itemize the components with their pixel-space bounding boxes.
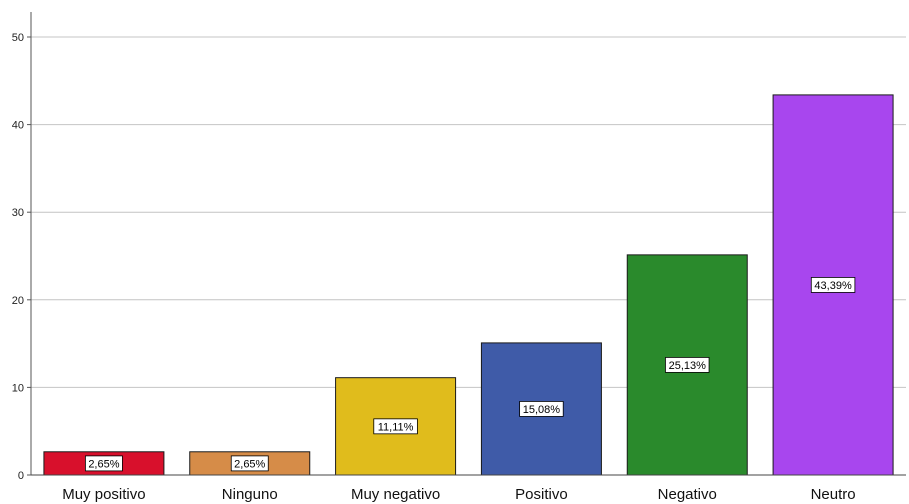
data-label: 43,39%	[814, 280, 852, 292]
x-tick-label: Positivo	[515, 486, 568, 503]
data-label-box	[810, 277, 856, 293]
data-label-box	[85, 455, 123, 472]
y-axis: 0 10 20 30 40 50	[12, 12, 32, 482]
data-label: 2,65%	[88, 458, 119, 470]
bars: 2,65% 2,65% 11,11% 15,08% 25,13% 43,39%	[43, 94, 894, 476]
x-tick-label: Muy positivo	[62, 486, 145, 503]
data-label-box	[519, 401, 564, 417]
data-label: 11,11%	[378, 421, 414, 433]
data-label: 15,08%	[523, 404, 561, 416]
y-tick-label: 50	[12, 32, 24, 44]
x-tick-label: Muy negativo	[351, 486, 440, 503]
x-tick-label: Neutro	[811, 486, 856, 503]
y-tick-label: 30	[12, 207, 24, 219]
data-label-box	[665, 357, 710, 373]
y-tick-label: 20	[12, 295, 24, 307]
gridlines	[31, 36, 906, 388]
x-tick-label: Ninguno	[222, 486, 278, 503]
data-label: 25,13%	[669, 360, 707, 372]
data-label-box	[230, 455, 269, 472]
x-tick-label: Negativo	[658, 486, 717, 503]
y-tick-label: 10	[12, 382, 24, 394]
y-tick-label: 40	[12, 120, 24, 132]
data-label: 2,65%	[234, 458, 265, 470]
y-tick-label: 0	[18, 470, 24, 482]
data-label-box	[373, 418, 418, 435]
x-axis: Muy positivo Ninguno Muy negativo Positivo N…	[31, 474, 906, 503]
